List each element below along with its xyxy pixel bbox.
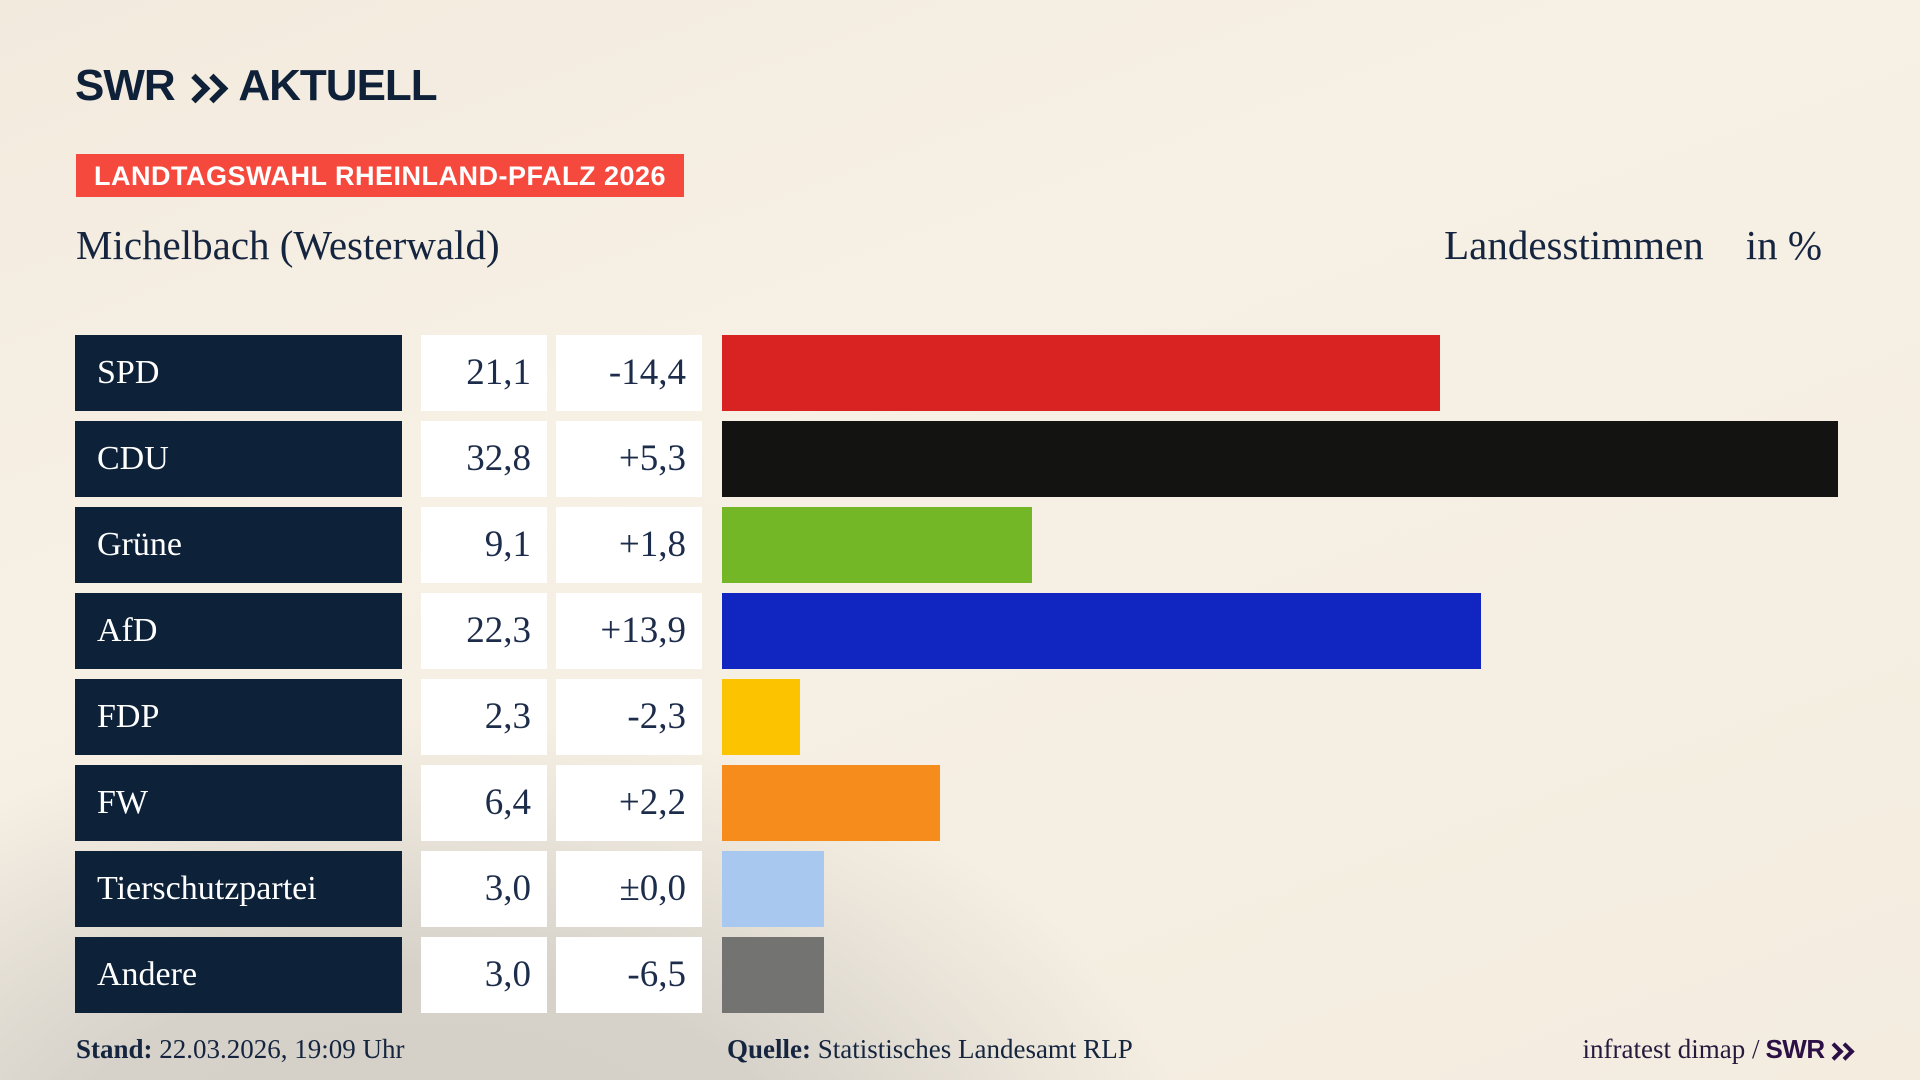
table-row: CDU 32,8 +5,3 bbox=[75, 421, 1845, 497]
table-row: Andere 3,0 -6,5 bbox=[75, 937, 1845, 1013]
credit-swr-logo: SWR bbox=[1765, 1032, 1855, 1066]
table-row: Grüne 9,1 +1,8 bbox=[75, 507, 1845, 583]
municipality-title: Michelbach (Westerwald) bbox=[76, 222, 500, 268]
party-bar bbox=[722, 851, 824, 927]
party-label: AfD bbox=[75, 593, 402, 669]
quelle-label: Quelle: bbox=[727, 1034, 811, 1064]
stand-value: 22.03.2026, 19:09 Uhr bbox=[159, 1034, 405, 1064]
table-row: SPD 21,1 -14,4 bbox=[75, 335, 1845, 411]
party-bar bbox=[722, 765, 940, 841]
party-value: 22,3 bbox=[421, 593, 547, 669]
election-banner: LANDTAGSWAHL RHEINLAND-PFALZ 2026 bbox=[76, 154, 685, 197]
party-diff: -2,3 bbox=[556, 679, 702, 755]
stand-label: Stand: bbox=[76, 1034, 153, 1064]
table-row: FW 6,4 +2,2 bbox=[75, 765, 1845, 841]
party-label: CDU bbox=[75, 421, 402, 497]
table-row: Tierschutzpartei 3,0 ±0,0 bbox=[75, 851, 1845, 927]
party-diff: -14,4 bbox=[556, 335, 702, 411]
party-label: Grüne bbox=[75, 507, 402, 583]
party-diff: -6,5 bbox=[556, 937, 702, 1013]
party-diff: +2,2 bbox=[556, 765, 702, 841]
party-value: 3,0 bbox=[421, 937, 547, 1013]
quelle-value: Statistisches Landesamt RLP bbox=[817, 1034, 1133, 1064]
table-row: AfD 22,3 +13,9 bbox=[75, 593, 1845, 669]
party-value: 21,1 bbox=[421, 335, 547, 411]
party-label: FDP bbox=[75, 679, 402, 755]
table-row: FDP 2,3 -2,3 bbox=[75, 679, 1845, 755]
party-value: 9,1 bbox=[421, 507, 547, 583]
party-label: FW bbox=[75, 765, 402, 841]
party-bar bbox=[722, 679, 800, 755]
party-label: SPD bbox=[75, 335, 402, 411]
vote-type-title: Landesstimmen in % bbox=[1444, 220, 1822, 270]
vote-type-label: Landesstimmen bbox=[1444, 222, 1704, 268]
party-bar bbox=[722, 593, 1481, 669]
results-table: SPD 21,1 -14,4 CDU 32,8 +5,3 Grüne 9,1 +… bbox=[75, 335, 1845, 1023]
party-bar bbox=[722, 507, 1032, 583]
party-label: Tierschutzpartei bbox=[75, 851, 402, 927]
swr-chevrons-icon bbox=[180, 62, 229, 110]
party-bar bbox=[722, 421, 1838, 497]
source: Quelle: Statistisches Landesamt RLP bbox=[727, 1032, 1133, 1066]
party-diff: +13,9 bbox=[556, 593, 702, 669]
timestamp: Stand: 22.03.2026, 19:09 Uhr bbox=[76, 1032, 405, 1066]
party-diff: +1,8 bbox=[556, 507, 702, 583]
logo-swr-text: SWR bbox=[75, 61, 176, 110]
party-bar bbox=[722, 937, 824, 1013]
swr-aktuell-logo: SWR AKTUELL bbox=[75, 61, 438, 110]
party-value: 6,4 bbox=[421, 765, 547, 841]
unit-label: in % bbox=[1745, 222, 1822, 268]
party-diff: ±0,0 bbox=[556, 851, 702, 927]
party-value: 2,3 bbox=[421, 679, 547, 755]
logo-aktuell-text: AKTUELL bbox=[238, 61, 437, 110]
credit-chevrons-icon bbox=[1824, 1032, 1855, 1066]
credit-text: infratest dimap / bbox=[1582, 1034, 1760, 1064]
party-value: 3,0 bbox=[421, 851, 547, 927]
party-bar bbox=[722, 335, 1440, 411]
party-diff: +5,3 bbox=[556, 421, 702, 497]
party-value: 32,8 bbox=[421, 421, 547, 497]
credit: infratest dimap / SWR bbox=[1582, 1032, 1855, 1066]
party-label: Andere bbox=[75, 937, 402, 1013]
